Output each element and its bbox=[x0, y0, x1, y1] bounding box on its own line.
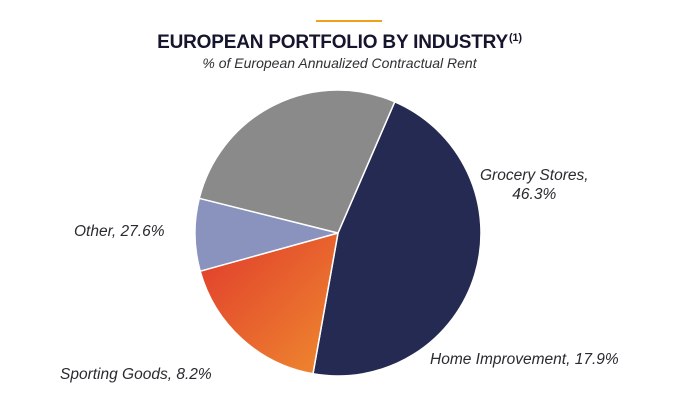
chart-title: EUROPEAN PORTFOLIO BY INDUSTRY(1) bbox=[0, 32, 679, 54]
slice-label-sporting-goods: Sporting Goods, 8.2% bbox=[60, 366, 212, 383]
pie-slice-home-improvement bbox=[199, 232, 339, 375]
slice-label-grocery-stores: Grocery Stores, 46.3% bbox=[480, 166, 589, 204]
pie-slices bbox=[194, 89, 482, 377]
slice-label-home-improvement: Home Improvement, 17.9% bbox=[430, 351, 619, 368]
title-footnote-marker: (1) bbox=[508, 32, 522, 44]
slice-label-grocery-stores-line1: Grocery Stores, bbox=[480, 167, 589, 184]
slice-label-other: Other, 27.6% bbox=[74, 223, 165, 240]
chart-title-text: EUROPEAN PORTFOLIO BY INDUSTRY bbox=[157, 32, 508, 53]
slice-label-grocery-stores-line2: 46.3% bbox=[512, 186, 557, 203]
pie-slice-grocery-stores bbox=[312, 101, 482, 377]
pie-slice-other bbox=[198, 89, 396, 234]
chart-subtitle: % of European Annualized Contractual Ren… bbox=[202, 55, 477, 71]
accent-rule bbox=[316, 20, 382, 22]
